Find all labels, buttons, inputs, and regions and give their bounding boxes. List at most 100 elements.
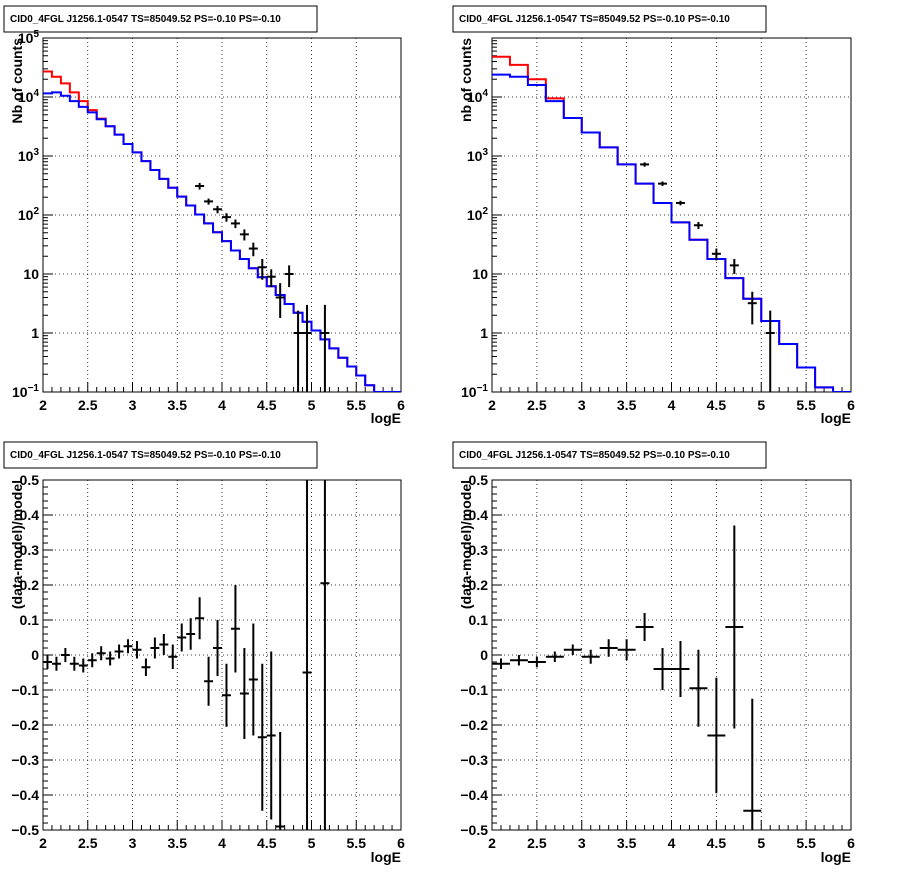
chart-title: CID0_4FGL J1256.1-0547 TS=85049.52 PS=-0… <box>10 450 281 461</box>
x-axis-label: logE <box>821 849 851 865</box>
y-axis-label: (data-model)/model <box>458 480 474 609</box>
panel-1: CID0_4FGL J1256.1-0547 TS=85049.52 PS=-0… <box>3 5 405 426</box>
series-blue-histogram <box>492 73 851 392</box>
title-box <box>452 5 767 33</box>
x-tick-label: 2 <box>488 835 496 851</box>
y-tick-label: 104 <box>467 88 489 105</box>
data-point <box>213 620 222 676</box>
data-point <box>96 646 106 661</box>
y-tick-label: 0.2 <box>469 577 489 593</box>
data-point <box>509 655 528 666</box>
data-point <box>150 637 160 659</box>
x-tick-label: 2.5 <box>78 835 98 851</box>
data-point <box>266 269 276 288</box>
data-point <box>492 658 510 669</box>
x-tick-label: 2.5 <box>527 835 547 851</box>
data-point <box>689 649 708 727</box>
data-point <box>43 655 52 669</box>
y-tick-label: −0.1 <box>11 682 39 698</box>
x-tick-label: 3 <box>129 835 137 851</box>
y-axis-label: nb of counts <box>458 38 474 122</box>
series-red-histogram <box>492 55 851 392</box>
y-tick-label: 1 <box>480 325 488 341</box>
chart-title: CID0_4FGL J1256.1-0547 TS=85049.52 PS=-0… <box>459 14 730 25</box>
title-box <box>3 5 318 33</box>
x-tick-label: 3.5 <box>617 397 637 413</box>
y-axis-label: Nb of counts <box>9 38 25 124</box>
data-point <box>248 623 258 736</box>
x-tick-label: 6 <box>847 835 855 851</box>
x-tick-label: 5.5 <box>347 835 367 851</box>
x-tick-label: 3.5 <box>168 397 188 413</box>
x-tick-label: 2.5 <box>527 397 547 413</box>
x-axis-label: logE <box>371 849 401 865</box>
panel-2: CID0_4FGL J1256.1-0547 TS=85049.52 PS=-0… <box>452 5 855 426</box>
data-point <box>658 181 668 187</box>
data-point <box>222 663 231 727</box>
data-point <box>266 651 276 820</box>
data-point <box>671 641 690 697</box>
y-tick-label: −0.2 <box>460 717 488 733</box>
y-axis-label: (data-model)/model <box>9 480 25 609</box>
data-point <box>177 623 187 652</box>
x-tick-label: 4.5 <box>707 397 727 413</box>
x-tick-label: 5 <box>757 835 765 851</box>
data-point <box>302 304 312 392</box>
y-tick-label: 0.4 <box>20 507 40 523</box>
data-point <box>320 304 330 392</box>
x-tick-label: 4.5 <box>707 835 727 851</box>
y-tick-label: 1 <box>31 325 39 341</box>
y-tick-label: −0.4 <box>11 787 39 803</box>
data-point <box>105 651 115 666</box>
x-tick-label: 5.5 <box>796 397 816 413</box>
y-tick-label: −0.4 <box>460 787 488 803</box>
y-tick-label: 0 <box>480 647 488 663</box>
data-point <box>195 182 205 190</box>
data-point <box>275 283 285 318</box>
y-tick-label: −0.3 <box>11 752 39 768</box>
y-tick-label: 0.5 <box>20 472 40 488</box>
x-tick-label: 4.5 <box>257 397 277 413</box>
panel-4: CID0_4FGL J1256.1-0547 TS=85049.52 PS=-0… <box>452 441 855 865</box>
data-layer <box>43 70 401 392</box>
data-point <box>87 653 97 668</box>
y-tick-label: 0.1 <box>469 612 489 628</box>
chart-title: CID0_4FGL J1256.1-0547 TS=85049.52 PS=-0… <box>459 450 730 461</box>
x-tick-label: 5 <box>757 397 765 413</box>
x-tick-label: 2 <box>39 397 47 413</box>
y-tick-label: 105 <box>18 29 40 46</box>
data-point <box>204 198 214 205</box>
y-tick-label: 0.3 <box>20 542 40 558</box>
data-point <box>302 480 312 830</box>
y-tick-label: 102 <box>467 206 489 223</box>
data-point <box>230 585 240 673</box>
x-tick-label: 4 <box>668 835 676 851</box>
data-point <box>257 258 267 280</box>
y-tick-label: 0.2 <box>20 577 40 593</box>
y-tick-label: 0.4 <box>469 507 489 523</box>
grid <box>492 480 851 830</box>
data-point <box>635 613 654 641</box>
series-blue-histogram <box>43 91 401 392</box>
y-tick-label: 10−1 <box>12 383 39 400</box>
y-tick-label: 10 <box>472 266 488 282</box>
y-tick-label: −0.2 <box>11 717 39 733</box>
data-point <box>204 656 214 706</box>
data-point <box>159 634 169 655</box>
data-point <box>222 213 231 222</box>
y-tick-label: 103 <box>18 147 40 164</box>
y-tick-label: −0.5 <box>460 822 488 838</box>
y-tick-label: 10−1 <box>461 383 488 400</box>
x-tick-label: 4 <box>218 397 226 413</box>
panel-3: CID0_4FGL J1256.1-0547 TS=85049.52 PS=-0… <box>3 441 405 865</box>
x-tick-label: 6 <box>397 835 405 851</box>
data-point <box>132 641 142 659</box>
data-point <box>320 480 330 830</box>
data-point <box>711 248 721 261</box>
data-point <box>293 310 303 392</box>
x-tick-label: 4 <box>668 397 676 413</box>
data-point <box>195 597 205 640</box>
data-point <box>729 258 739 274</box>
data-point <box>765 310 775 392</box>
